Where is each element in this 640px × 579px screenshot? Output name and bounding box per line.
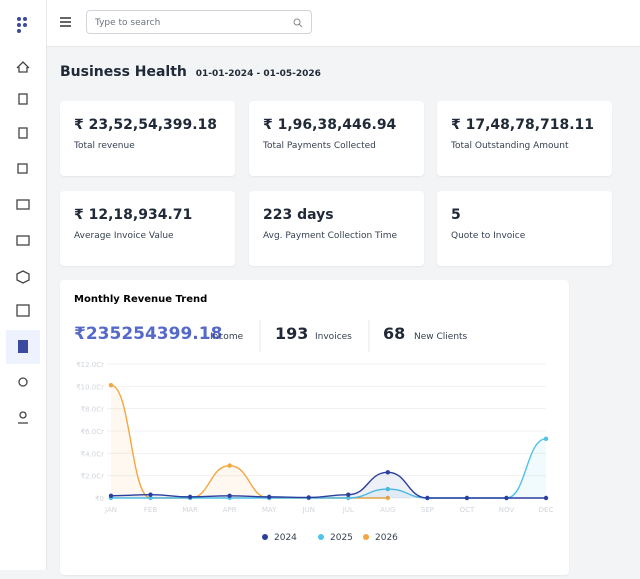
sidebar	[0, 0, 47, 570]
summary-value: ₹235254399.18	[74, 324, 222, 344]
stat-card: ₹ 12,18,934.71 Average Invoice Value	[60, 191, 235, 266]
stat-label: Quote to Invoice	[451, 231, 526, 241]
data-point	[108, 493, 114, 498]
stat-label: Average Invoice Value	[74, 231, 174, 241]
data-point	[464, 495, 470, 501]
chart: Monthly Revenue Trend ₹235254399.18Income…	[74, 294, 554, 543]
series-area	[111, 472, 546, 498]
stat-value: ₹ 17,48,78,718.11	[451, 117, 595, 133]
series-area	[111, 438, 546, 498]
stat-label: Total Payments Collected	[263, 141, 376, 151]
series-line	[111, 438, 547, 499]
stat-value: 5	[451, 207, 461, 223]
stat-card: ₹ 1,96,38,446.94 Total Payments Collected	[249, 101, 424, 176]
data-point	[227, 493, 232, 498]
stat-card: 223 days Avg. Payment Collection Time	[249, 191, 424, 266]
search-icon	[293, 18, 303, 28]
summary-label: Income	[210, 332, 244, 342]
x-tick-label: JAN	[104, 506, 117, 514]
x-tick-label: APR	[223, 506, 237, 514]
data-point	[543, 495, 549, 501]
y-tick-label: ₹4.0Cr	[81, 450, 104, 458]
data-point	[385, 495, 391, 501]
x-tick-label: JUL	[342, 506, 354, 514]
legend-label: 2025	[330, 533, 353, 543]
page-title: Business Health 01-01-2024 - 01-05-2026	[60, 64, 321, 80]
y-tick-label: ₹8.0Cr	[81, 406, 104, 414]
data-point	[148, 495, 153, 501]
chart-card: Monthly Revenue Trend ₹235254399.18 Income…	[60, 280, 569, 575]
y-tick-label: ₹6.0Cr	[81, 428, 104, 436]
summary-value: 193	[275, 324, 308, 343]
data-point	[504, 495, 509, 501]
menu-icon[interactable]	[57, 13, 77, 33]
stat-card: ₹ 17,48,78,718.11 Total Outstanding Amoun…	[437, 101, 612, 176]
data-point	[385, 486, 391, 492]
summary-value: 68	[383, 324, 405, 343]
y-tick-label: ₹10.0Cr	[76, 383, 104, 391]
search-input[interactable]: Type to search	[86, 10, 312, 34]
x-tick-label: OCT	[460, 506, 475, 514]
top-bar: Type to search	[47, 0, 640, 47]
series-line	[110, 384, 388, 499]
y-tick-label: ₹2.0Cr	[81, 473, 104, 481]
data-point	[543, 436, 549, 442]
stat-value: 223 days	[263, 207, 334, 223]
x-tick-label: JUN	[302, 506, 315, 514]
legend-label: 2024	[274, 533, 297, 543]
data-point	[346, 492, 351, 497]
search-placeholder: Type to search	[95, 18, 161, 28]
legend-swatch	[363, 534, 369, 540]
x-tick-label: MAR	[182, 506, 198, 514]
summary-label: Invoices	[315, 332, 352, 342]
stat-value: ₹ 1,96,38,446.94	[263, 117, 397, 133]
summary-label: New Clients	[414, 332, 468, 342]
stat-value: ₹ 23,52,54,399.18	[74, 117, 218, 133]
data-point	[266, 494, 272, 500]
x-tick-label: DEC	[539, 506, 554, 514]
x-tick-label: NOV	[499, 506, 515, 514]
sidebar-icons	[6, 17, 40, 424]
stat-label: Total revenue	[74, 141, 135, 151]
stat-card: ₹ 23,52,54,399.18 Total revenue	[60, 101, 235, 176]
data-point	[346, 495, 351, 501]
data-point	[385, 470, 391, 475]
data-point	[187, 494, 193, 500]
title: Business Health	[60, 64, 187, 80]
data-point	[227, 463, 232, 468]
legend-label: 2026	[375, 533, 398, 543]
y-tick-label: ₹0	[95, 495, 104, 503]
x-tick-label: MAY	[262, 506, 277, 514]
x-tick-label: AUG	[380, 506, 395, 514]
x-tick-label: FEB	[144, 506, 157, 514]
legend-swatch	[318, 534, 324, 540]
legend-swatch	[262, 534, 268, 540]
stat-card: 5 Quote to Invoice	[437, 191, 612, 266]
data-point	[425, 495, 430, 501]
series-line	[110, 471, 546, 499]
stat-value: ₹ 12,18,934.71	[74, 207, 193, 223]
stat-label: Avg. Payment Collection Time	[263, 231, 398, 241]
data-point	[148, 492, 153, 497]
data-point	[108, 383, 114, 388]
data-point	[306, 495, 311, 500]
chart-title: Monthly Revenue Trend	[74, 294, 207, 305]
x-tick-label: SEP	[421, 506, 434, 514]
y-tick-label: ₹12.0Cr	[76, 361, 104, 369]
stat-label: Total Outstanding Amount	[451, 141, 569, 151]
series-area	[111, 385, 388, 498]
date-range: 01-01-2024 - 01-05-2026	[195, 69, 321, 79]
